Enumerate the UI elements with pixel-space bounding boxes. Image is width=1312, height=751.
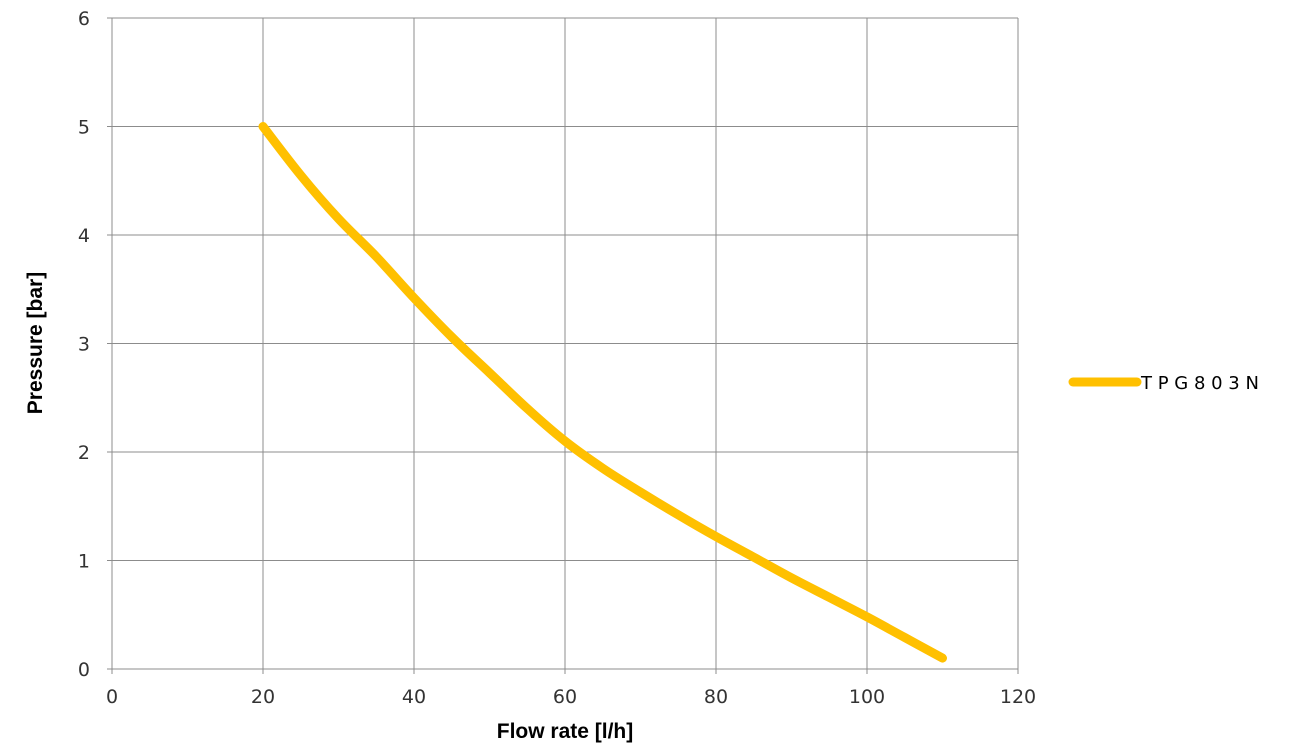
y-tick-labels: 0 1 2 3 4 5 6	[78, 8, 90, 681]
x-tick-label: 80	[704, 686, 728, 708]
x-tick-label: 100	[849, 686, 885, 708]
y-tick-label: 2	[78, 442, 90, 464]
x-tick-label: 120	[1000, 686, 1036, 708]
x-tick-label: 0	[106, 686, 118, 708]
series-line	[258, 122, 947, 663]
x-tick-labels: 0 20 40 60 80 100 120	[106, 686, 1036, 708]
y-tick-label: 3	[78, 334, 90, 356]
plot-area	[258, 122, 947, 663]
x-axis-title: Flow rate [l/h]	[497, 720, 634, 743]
y-tick-label: 6	[78, 8, 90, 30]
legend-label: T P G 8 0 3 N	[1140, 373, 1259, 394]
x-tick-label: 60	[553, 686, 577, 708]
legend: T P G 8 0 3 N	[1068, 373, 1259, 394]
y-tick-label: 4	[78, 225, 90, 247]
y-tick-label: 5	[78, 117, 90, 139]
y-axis-title: Pressure [bar]	[24, 272, 47, 414]
x-tick-label: 40	[402, 686, 426, 708]
y-tick-label: 1	[78, 551, 90, 573]
y-tick-label: 0	[78, 659, 90, 681]
x-tick-label: 20	[251, 686, 275, 708]
grid	[112, 17, 1019, 669]
axes	[107, 17, 1019, 674]
